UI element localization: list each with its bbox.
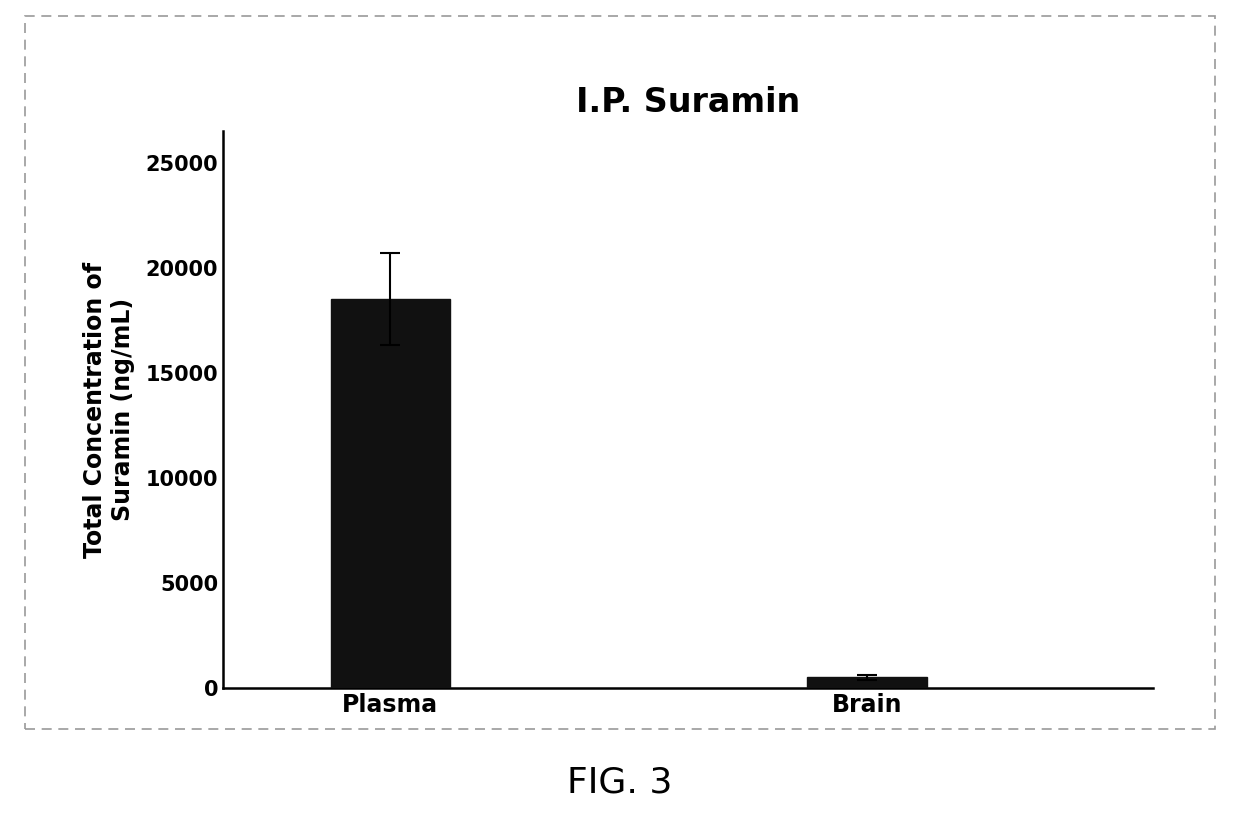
Bar: [331, 299, 450, 688]
Title: I.P. Suramin: I.P. Suramin: [577, 86, 800, 119]
Y-axis label: Total Concentration of
Suramin (ng/mL): Total Concentration of Suramin (ng/mL): [83, 261, 135, 558]
Bar: [807, 677, 926, 688]
Text: FIG. 3: FIG. 3: [568, 765, 672, 799]
